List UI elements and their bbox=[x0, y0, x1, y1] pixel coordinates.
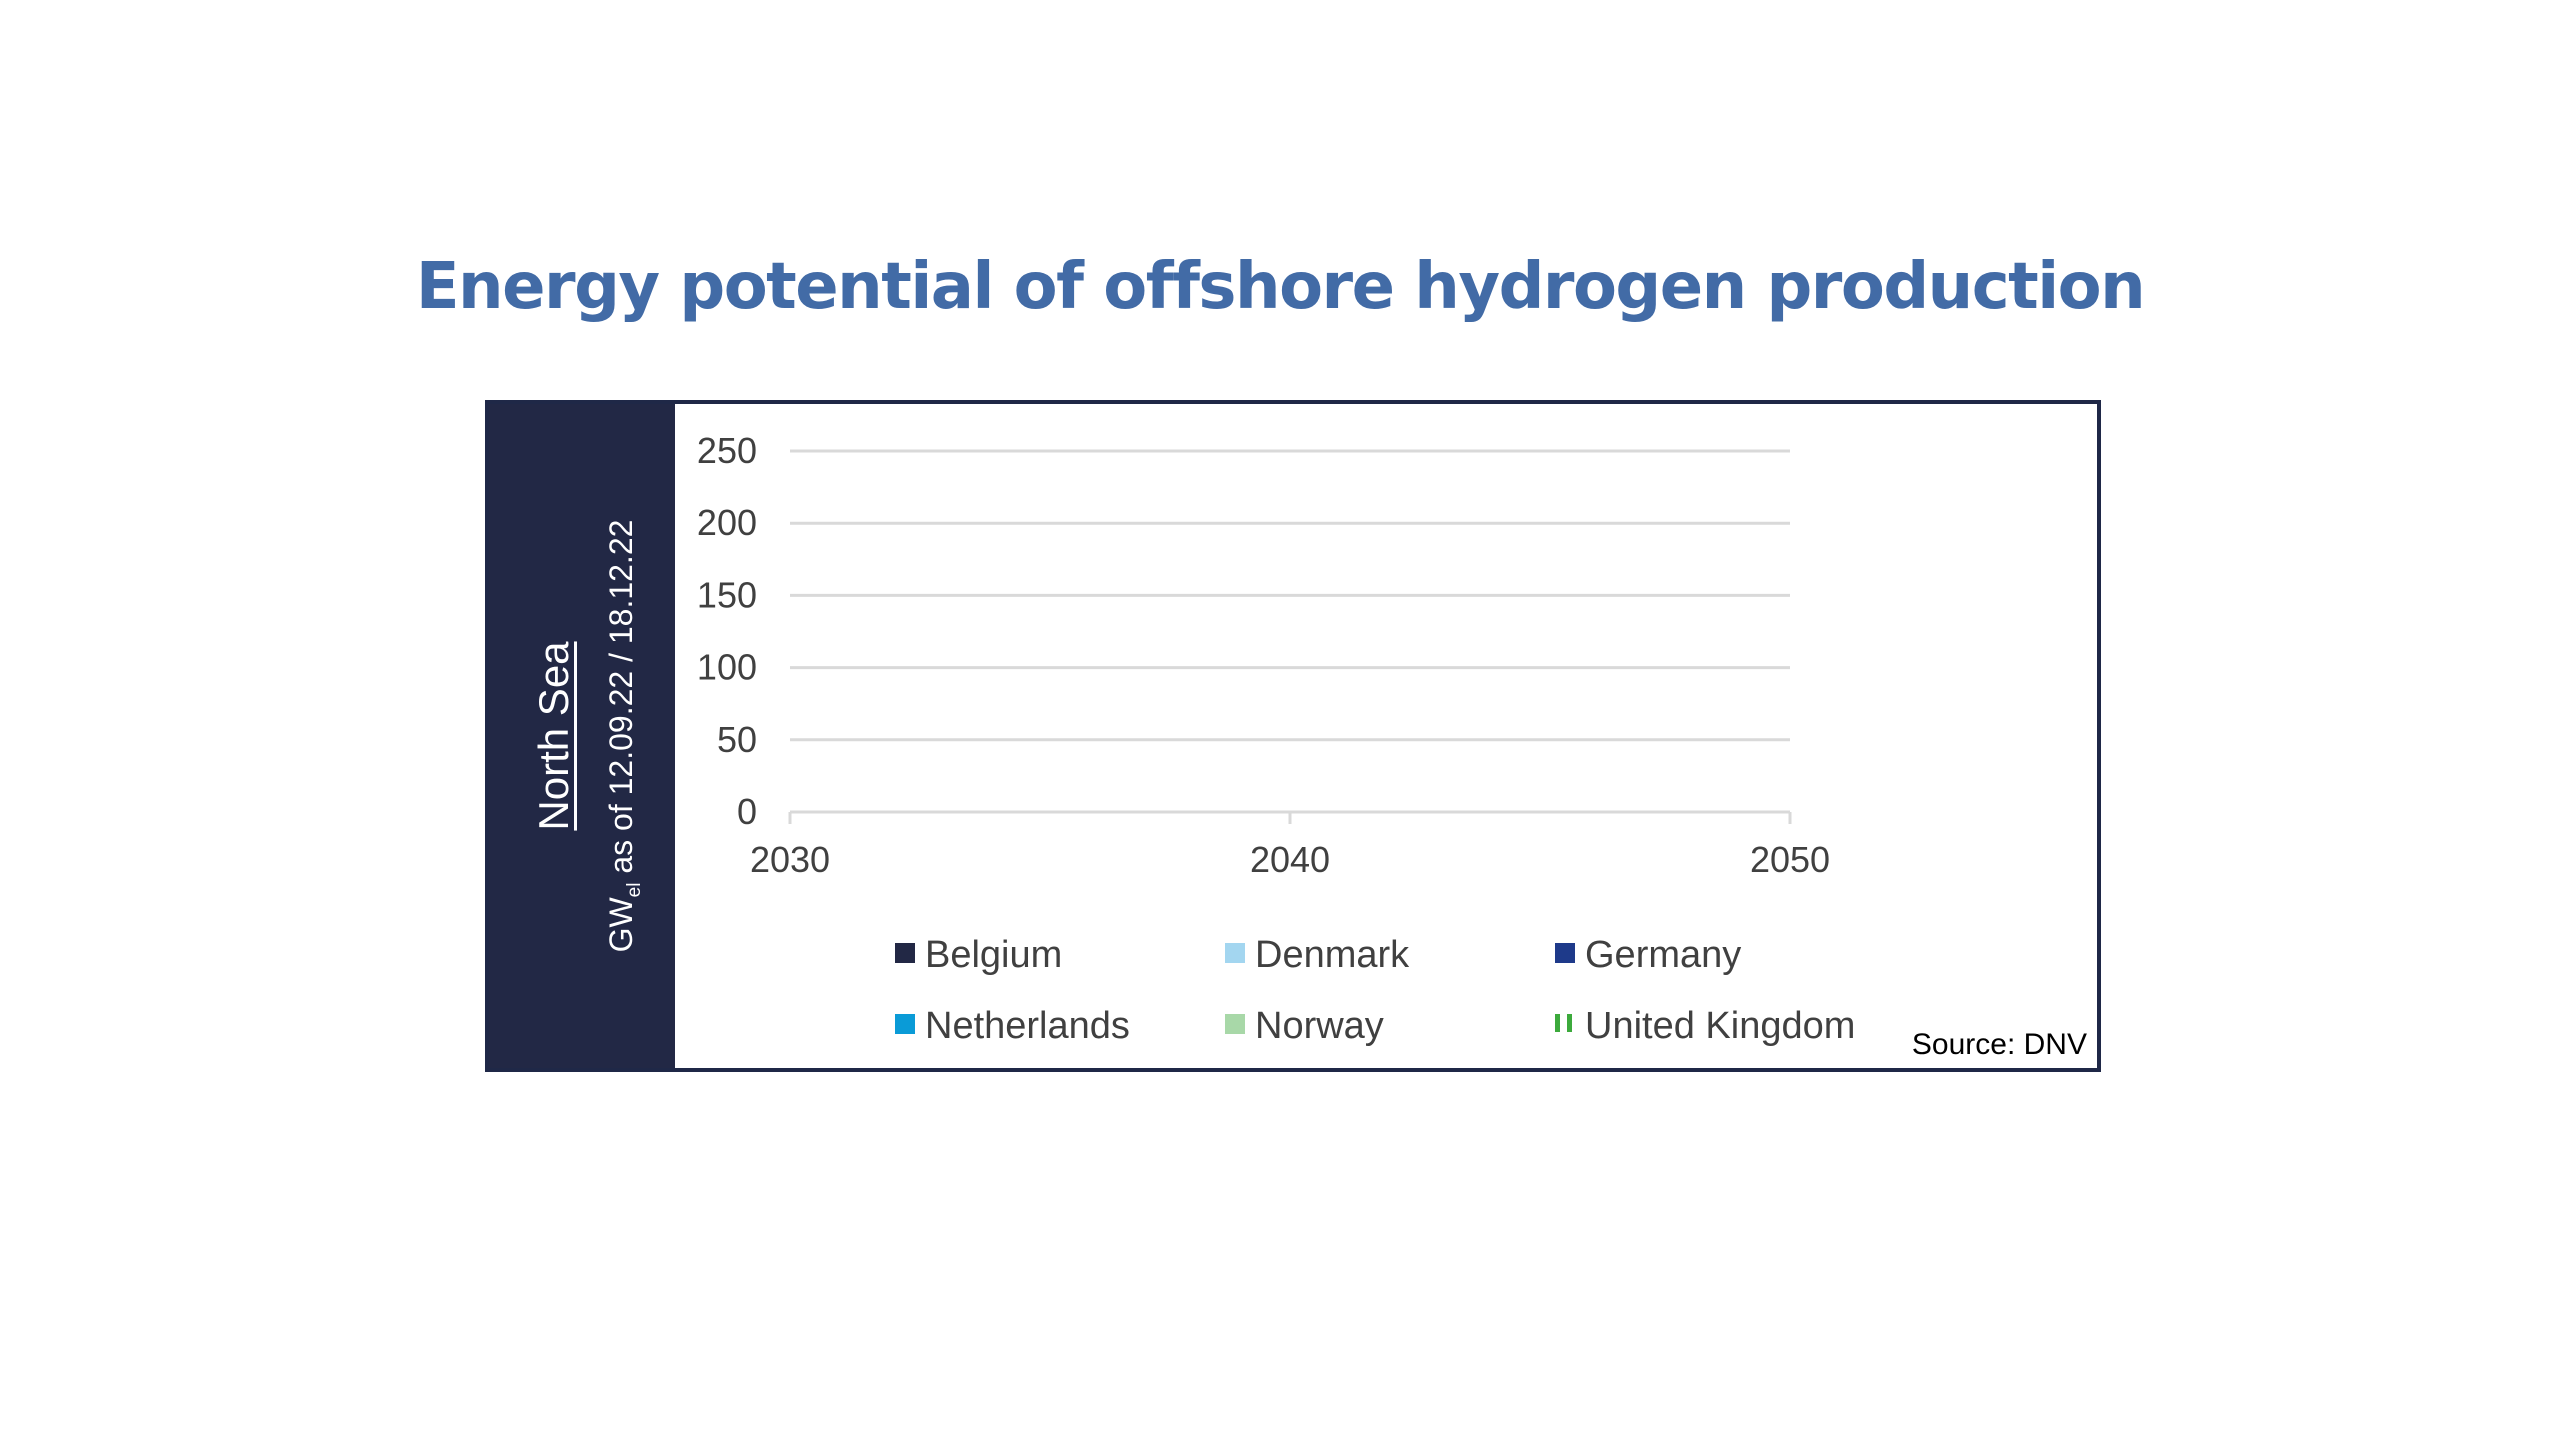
y-tick-label-0: 0 bbox=[737, 791, 757, 832]
side-labels: North Sea GWel as of 12.09.22 / 18.12.22 bbox=[489, 436, 675, 1036]
x-tick-label-2050: 2050 bbox=[1750, 839, 1830, 880]
y-tick-label-100: 100 bbox=[697, 647, 757, 688]
unit-main: GW bbox=[603, 897, 639, 953]
unit-date-range: as of 12.09.22 / 18.12.22 bbox=[603, 519, 639, 883]
legend-item-united-kingdom: United Kingdom bbox=[1555, 1005, 1855, 1047]
legend-item-netherlands: Netherlands bbox=[895, 1005, 1130, 1047]
legend-label-norway: Norway bbox=[1255, 1005, 1384, 1047]
y-tick-label-150: 150 bbox=[697, 574, 757, 615]
chart-plot: 0 50 100 150 200 250 2030 2040 2050 Belgium Denm… bbox=[697, 430, 1855, 1047]
x-tick-label-2040: 2040 bbox=[1250, 839, 1330, 880]
y-tick-label-50: 50 bbox=[717, 719, 757, 760]
chart-title: Energy potential of offshore hydrogen pr… bbox=[415, 250, 2146, 324]
source-note: Source: DNV bbox=[1911, 1028, 2087, 1061]
y-tick-label-250: 250 bbox=[697, 430, 757, 471]
x-tick-label-2030: 2030 bbox=[750, 839, 830, 880]
region-name: North Sea bbox=[530, 641, 577, 831]
legend-swatch-united-kingdom bbox=[1555, 1014, 1560, 1032]
unit-subscript: el bbox=[624, 882, 645, 898]
legend-swatch-norway bbox=[1225, 1014, 1245, 1034]
legend-swatch-germany bbox=[1555, 943, 1575, 963]
legend-label-belgium: Belgium bbox=[925, 934, 1062, 976]
y-tick-label-200: 200 bbox=[697, 502, 757, 543]
legend-item-denmark: Denmark bbox=[1225, 934, 1410, 976]
legend-label-netherlands: Netherlands bbox=[925, 1005, 1130, 1047]
legend-item-belgium: Belgium bbox=[895, 934, 1062, 976]
legend-label-germany: Germany bbox=[1585, 934, 1741, 976]
side-panel: North Sea GWel as of 12.09.22 / 18.12.22 bbox=[489, 404, 675, 1068]
legend-swatch-denmark bbox=[1225, 943, 1245, 963]
legend-item-germany: Germany bbox=[1555, 934, 1741, 976]
legend-item-norway: Norway bbox=[1225, 1005, 1384, 1047]
legend-swatch-united-kingdom-b bbox=[1567, 1014, 1572, 1032]
legend-label-denmark: Denmark bbox=[1255, 934, 1410, 976]
legend-swatch-belgium bbox=[895, 943, 915, 963]
y-axis-unit-label: GWel as of 12.09.22 / 18.12.22 bbox=[601, 436, 647, 1036]
legend-swatch-netherlands bbox=[895, 1014, 915, 1034]
legend-label-united-kingdom: United Kingdom bbox=[1585, 1005, 1855, 1047]
chart-frame: North Sea GWel as of 12.09.22 / 18.12.22… bbox=[485, 400, 2101, 1072]
